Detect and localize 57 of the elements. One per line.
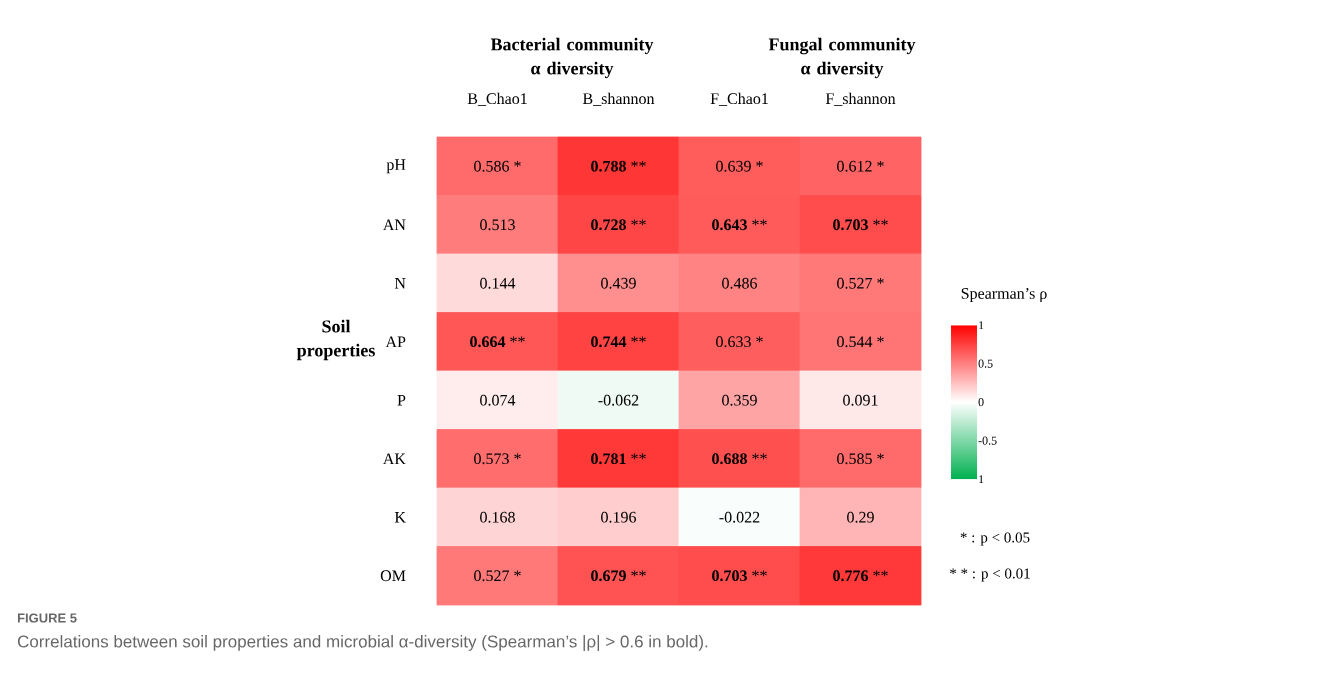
text: Correlations between soil properties and microbial α-diversity (Spearman’s |ρ| > 0.6 in bold). [17, 635, 708, 651]
data-label: 0.513 [480, 219, 515, 231]
data-label: 0.728** [591, 219, 646, 231]
color-bar-label: 0 [978, 398, 984, 407]
y-tick-label: AP [385, 336, 406, 348]
x-tick-label: F_Chao1 [710, 92, 768, 106]
data-label: 0.776** [833, 570, 888, 582]
text: Bacterial community α diversity [490, 37, 654, 79]
y-tick-label: OM [380, 570, 406, 582]
data-label: 0.527 * [474, 570, 521, 582]
caption: FIGURE 5 [17, 613, 77, 623]
color-bar-title: Spearman’s ρ [961, 288, 1047, 303]
data-label: 0.573 * [474, 453, 521, 465]
data-label: 0.703** [833, 219, 888, 231]
color-bar-label: 1 [979, 321, 984, 330]
text: Fungal community α diversity [768, 37, 916, 79]
data-label: 0.091 [843, 394, 878, 406]
data-label: 0.664** [470, 336, 525, 348]
data-label: 0.744** [591, 336, 646, 348]
data-label: 0.586 * [474, 160, 521, 172]
text: * * : p < 0.01 [950, 568, 1030, 582]
data-label: 0.486 [722, 277, 758, 289]
x-tick-label: F_shannon [825, 92, 896, 106]
data-label: 0.359 [722, 394, 757, 406]
data-label: 0.544 * [837, 336, 884, 348]
data-label: 0.679** [591, 570, 646, 582]
data-label: -0.022 [719, 511, 760, 523]
data-label: 0.633 * [716, 336, 763, 348]
color-bar-label: 0.5 [978, 359, 993, 368]
color-bar-label: -0.5 [978, 436, 997, 445]
data-label: 0.074 [480, 394, 516, 406]
data-label: 0.527 * [837, 277, 884, 289]
data-label: 0.585 * [837, 453, 884, 465]
y-tick-label: AK [382, 453, 406, 465]
data-label: 0.688** [712, 453, 767, 465]
data-label: 0.643** [712, 219, 767, 231]
data-label: 0.196 [601, 511, 637, 523]
text: * : p < 0.05 [960, 532, 1030, 546]
y-tick-label: K [394, 512, 406, 523]
data-label: 0.29 [847, 511, 874, 523]
data-label: 0.703** [712, 570, 767, 582]
data-label: 0.168 [480, 511, 515, 523]
data-label: 0.781** [591, 453, 646, 465]
data-label: 0.612 * [837, 160, 884, 172]
y-tick-label: pH [386, 159, 406, 174]
x-tick-label: B_Chao1 [467, 92, 527, 106]
data-label: 0.639 * [716, 160, 763, 172]
color-bar-label: 1 [979, 475, 984, 484]
data-label: 0.439 [601, 277, 636, 289]
y-tick-label: N [394, 278, 406, 289]
y-tick-label: AN [382, 219, 406, 231]
data-label: 0.144 [480, 277, 516, 289]
data-label: 0.788** [591, 160, 646, 172]
y-tick-label: P [397, 395, 406, 406]
x-tick-label: B_shannon [582, 92, 655, 106]
data-label: -0.062 [598, 394, 639, 406]
y-axis-title: Soil properties [296, 319, 375, 361]
